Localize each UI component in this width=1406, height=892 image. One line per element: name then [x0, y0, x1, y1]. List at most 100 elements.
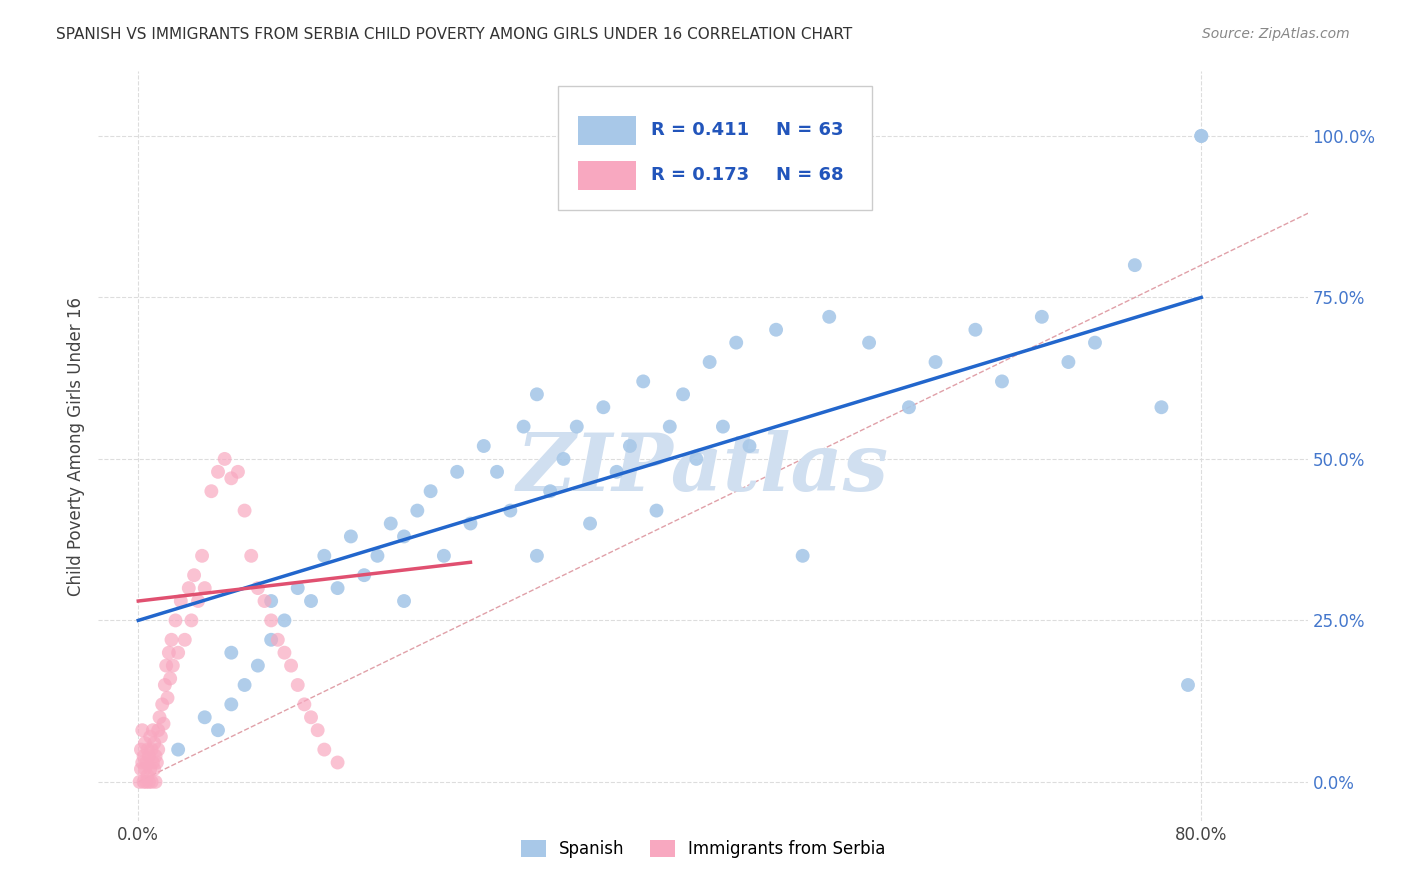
Point — [142, 723, 165, 738]
Point — [157, 646, 180, 660]
Point — [180, 614, 202, 628]
Point — [246, 581, 269, 595]
Point — [472, 439, 495, 453]
Text: N = 68: N = 68 — [776, 166, 844, 184]
Point — [280, 658, 302, 673]
Point — [499, 503, 522, 517]
Point — [129, 742, 152, 756]
Point — [143, 762, 166, 776]
Point — [858, 335, 880, 350]
Point — [579, 516, 602, 531]
Point — [260, 632, 283, 647]
Point — [725, 335, 748, 350]
Point — [207, 465, 229, 479]
Point — [145, 749, 167, 764]
Point — [194, 710, 217, 724]
Point — [226, 465, 249, 479]
Point — [148, 710, 170, 724]
Point — [685, 451, 707, 466]
Point — [136, 768, 159, 782]
Legend: Spanish, Immigrants from Serbia: Spanish, Immigrants from Serbia — [515, 833, 891, 864]
Point — [142, 756, 165, 770]
Point — [1177, 678, 1199, 692]
Point — [738, 439, 761, 453]
Point — [233, 503, 256, 517]
Point — [138, 775, 160, 789]
Point — [132, 775, 155, 789]
Point — [167, 742, 190, 756]
Point — [307, 723, 329, 738]
Point — [221, 471, 243, 485]
Point — [292, 698, 315, 712]
Point — [392, 594, 415, 608]
Point — [128, 775, 150, 789]
Point — [672, 387, 695, 401]
Point — [177, 581, 200, 595]
Point — [138, 749, 160, 764]
Point — [131, 756, 153, 770]
Point — [152, 716, 174, 731]
Point — [392, 529, 415, 543]
Point — [191, 549, 214, 563]
Point — [139, 730, 162, 744]
Point — [1123, 258, 1146, 272]
Point — [260, 594, 283, 608]
Point — [183, 568, 205, 582]
Point — [132, 749, 155, 764]
Point — [150, 698, 173, 712]
Point — [765, 323, 787, 337]
Point — [167, 646, 190, 660]
Point — [153, 678, 176, 692]
Point — [135, 775, 157, 789]
Point — [273, 646, 295, 660]
Point — [200, 484, 222, 499]
Point — [148, 742, 170, 756]
Point — [299, 710, 322, 724]
FancyBboxPatch shape — [578, 161, 637, 190]
Point — [146, 756, 169, 770]
Point — [267, 632, 290, 647]
Point — [326, 581, 349, 595]
Point — [260, 614, 283, 628]
Point — [460, 516, 482, 531]
Point — [565, 419, 588, 434]
Point — [326, 756, 349, 770]
Point — [366, 549, 388, 563]
Text: Source: ZipAtlas.com: Source: ZipAtlas.com — [1202, 27, 1350, 41]
Point — [526, 549, 548, 563]
Point — [606, 465, 628, 479]
Point — [240, 549, 263, 563]
Point — [433, 549, 456, 563]
Point — [145, 775, 167, 789]
Point — [658, 419, 681, 434]
Point — [631, 375, 654, 389]
Point — [897, 401, 920, 415]
Point — [156, 690, 179, 705]
Point — [1189, 128, 1212, 143]
Point — [134, 736, 156, 750]
Point — [486, 465, 509, 479]
Point — [1150, 401, 1173, 415]
Point — [273, 614, 295, 628]
Point — [170, 594, 193, 608]
Text: N = 63: N = 63 — [776, 120, 844, 139]
Point — [141, 742, 163, 756]
Text: SPANISH VS IMMIGRANTS FROM SERBIA CHILD POVERTY AMONG GIRLS UNDER 16 CORRELATION: SPANISH VS IMMIGRANTS FROM SERBIA CHILD … — [56, 27, 852, 42]
Point — [287, 678, 309, 692]
Point — [1189, 128, 1212, 143]
Point — [139, 762, 162, 776]
Point — [134, 762, 156, 776]
Point — [233, 678, 256, 692]
Point — [924, 355, 946, 369]
Point — [135, 756, 157, 770]
Point — [965, 323, 987, 337]
Point — [538, 484, 561, 499]
Point — [149, 730, 172, 744]
FancyBboxPatch shape — [558, 87, 872, 210]
Point — [380, 516, 402, 531]
Point — [711, 419, 734, 434]
Point — [194, 581, 217, 595]
Point — [143, 736, 166, 750]
Point — [512, 419, 534, 434]
Text: R = 0.173: R = 0.173 — [651, 166, 749, 184]
